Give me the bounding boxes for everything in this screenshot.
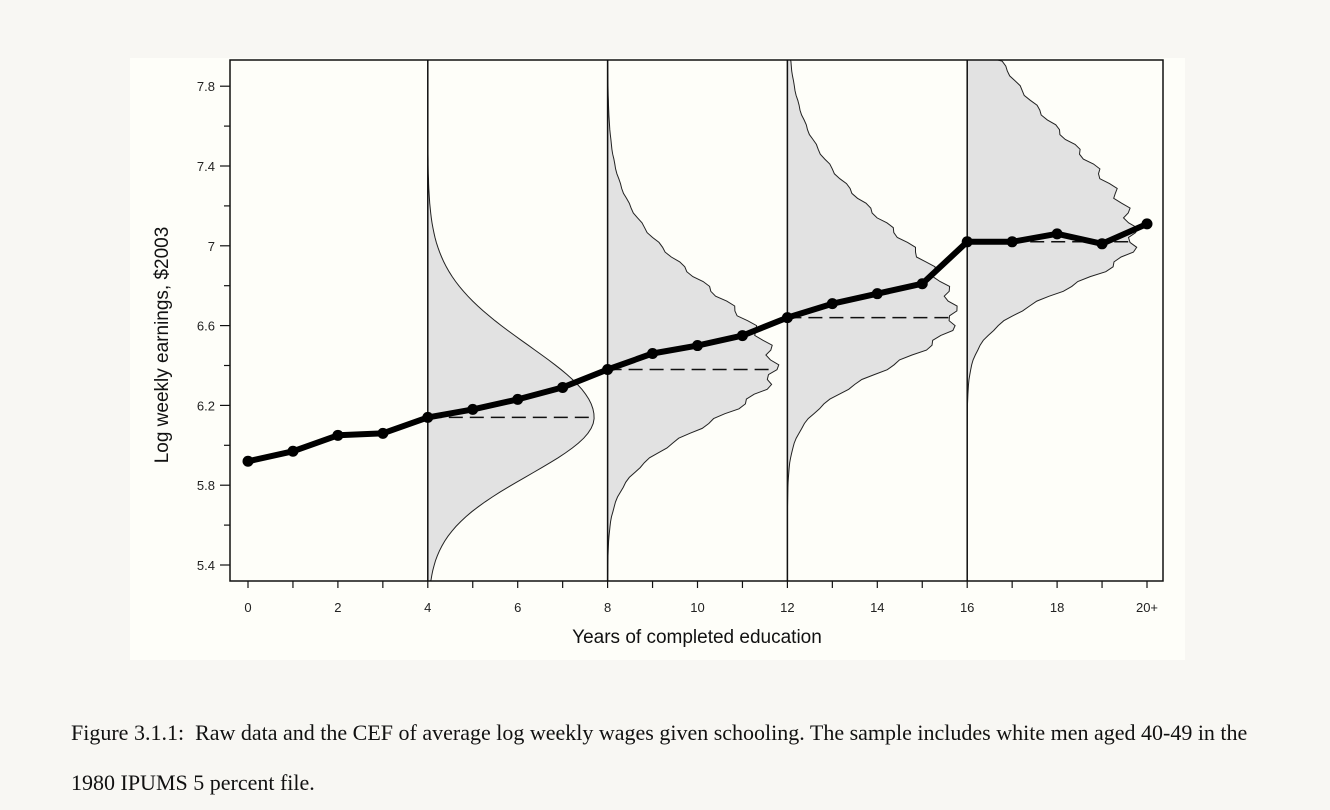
y-tick-label: 5.4 [197,558,215,573]
cef-point-6 [512,393,524,405]
cef-point-20 [1141,218,1153,230]
x-axis-title: Years of completed education [572,627,822,648]
x-tick-label: 2 [334,600,341,615]
cef-point-4 [422,411,434,423]
x-tick-label: 16 [960,600,974,615]
figure-panel: 0 2 4 6 8 10 12 14 16 18 20+ 5.4 5.8 6.2 6.6 7 7.4 7.8 Ye… [130,58,1185,660]
cef-point-13 [826,298,838,310]
distribution-8 [607,59,780,582]
cef-point-11 [736,330,748,342]
cef-point-16 [961,236,973,248]
cef-chart: 0 2 4 6 8 10 12 14 16 18 20+ 5.4 5.8 6.2 6.6 7 7.4 7.8 Ye… [152,59,1164,648]
x-tick-label: 12 [780,600,794,615]
y-axis-title: Log weekly earnings, $2003 [152,227,173,464]
y-tick-label: 7.8 [197,79,215,94]
x-tick-label: 14 [870,600,884,615]
figure-caption: Figure 3.1.1: Raw data and the CEF of av… [71,708,1261,808]
y-tick-label: 5.8 [197,478,215,493]
x-tick-label: 6 [514,600,521,615]
cef-point-18 [1051,228,1063,240]
cef-point-2 [332,429,344,441]
caption-text: Raw data and the CEF of average log week… [71,720,1248,795]
x-tick-label: 18 [1050,600,1064,615]
distribution-16 [966,59,1138,581]
plot-frame [229,59,1164,582]
cef-point-17 [1006,236,1018,248]
cef-point-1 [287,445,299,457]
x-tick-label: 4 [424,600,431,615]
x-tick-label: 20+ [1136,600,1158,615]
cef-point-14 [871,288,883,300]
cef-point-3 [377,427,389,439]
cef-point-0 [242,455,254,467]
cef-point-5 [467,403,479,415]
x-tick-label: 0 [244,600,251,615]
cef-point-9 [647,348,659,360]
y-tick-label: 6.6 [197,319,215,334]
cef-point-12 [781,312,793,324]
cef-point-8 [602,363,614,375]
caption-label: Figure 3.1.1: [71,720,185,745]
x-tick-label: 8 [604,600,611,615]
cef-point-15 [916,278,928,290]
y-tick-label: 7 [208,239,215,254]
axis-ticks: 0 2 4 6 8 10 12 14 16 18 20+ 5.4 5.8 6.2 6.6 7 7.4 7.8 [197,79,1158,615]
distribution-12 [786,59,958,581]
cef-points [242,218,1153,467]
conditional-distributions [427,59,1138,582]
plot-border [229,59,1164,582]
cef-point-10 [692,340,703,352]
cef-point-7 [557,381,569,393]
y-tick-label: 6.2 [197,398,215,413]
distribution-4 [427,60,595,582]
x-tick-label: 10 [690,600,704,615]
y-tick-label: 7.4 [197,159,215,174]
cef-point-19 [1096,238,1108,250]
